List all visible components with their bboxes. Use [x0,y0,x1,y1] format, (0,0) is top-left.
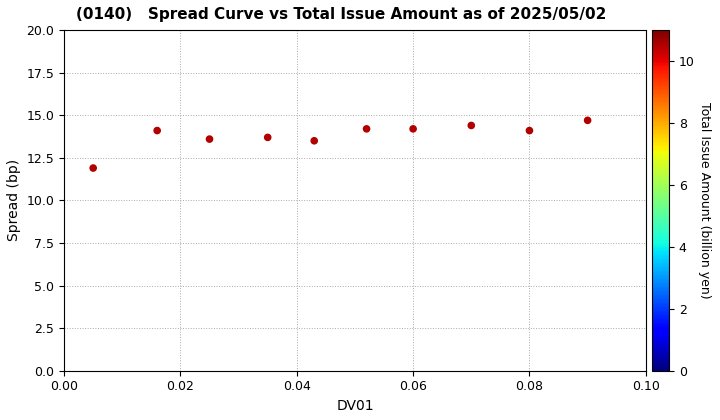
Y-axis label: Spread (bp): Spread (bp) [7,159,21,242]
Y-axis label: Total Issue Amount (billion yen): Total Issue Amount (billion yen) [698,102,711,299]
Text: (0140)   Spread Curve vs Total Issue Amount as of 2025/05/02: (0140) Spread Curve vs Total Issue Amoun… [76,7,606,22]
Point [582,117,593,124]
Point [151,127,163,134]
Point [308,137,320,144]
Point [466,122,477,129]
Point [361,126,372,132]
X-axis label: DV01: DV01 [336,399,374,413]
Point [262,134,274,141]
Point [87,165,99,171]
Point [523,127,535,134]
Point [204,136,215,142]
Point [408,126,419,132]
